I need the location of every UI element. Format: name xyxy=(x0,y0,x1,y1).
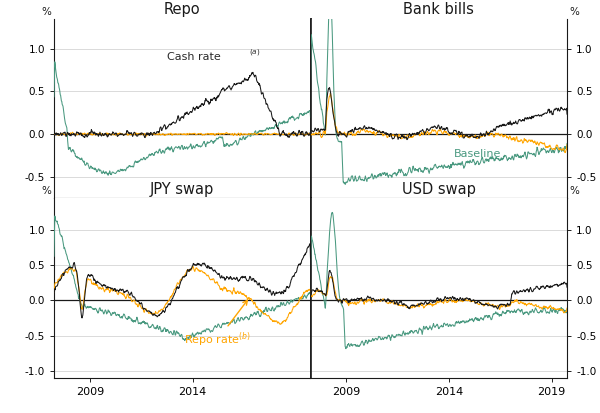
Text: %: % xyxy=(569,7,580,17)
Text: %: % xyxy=(569,186,580,197)
Text: %: % xyxy=(41,186,52,197)
Text: %: % xyxy=(41,7,52,17)
Text: $^{(a)}$: $^{(a)}$ xyxy=(249,50,260,60)
Title: Repo: Repo xyxy=(164,2,200,17)
Text: Repo rate$^{(b)}$: Repo rate$^{(b)}$ xyxy=(184,300,251,349)
Title: Bank bills: Bank bills xyxy=(403,2,474,17)
Title: JPY swap: JPY swap xyxy=(150,182,214,197)
Text: Cash rate: Cash rate xyxy=(167,52,221,62)
Title: USD swap: USD swap xyxy=(402,182,476,197)
Text: Baseline: Baseline xyxy=(454,149,502,159)
